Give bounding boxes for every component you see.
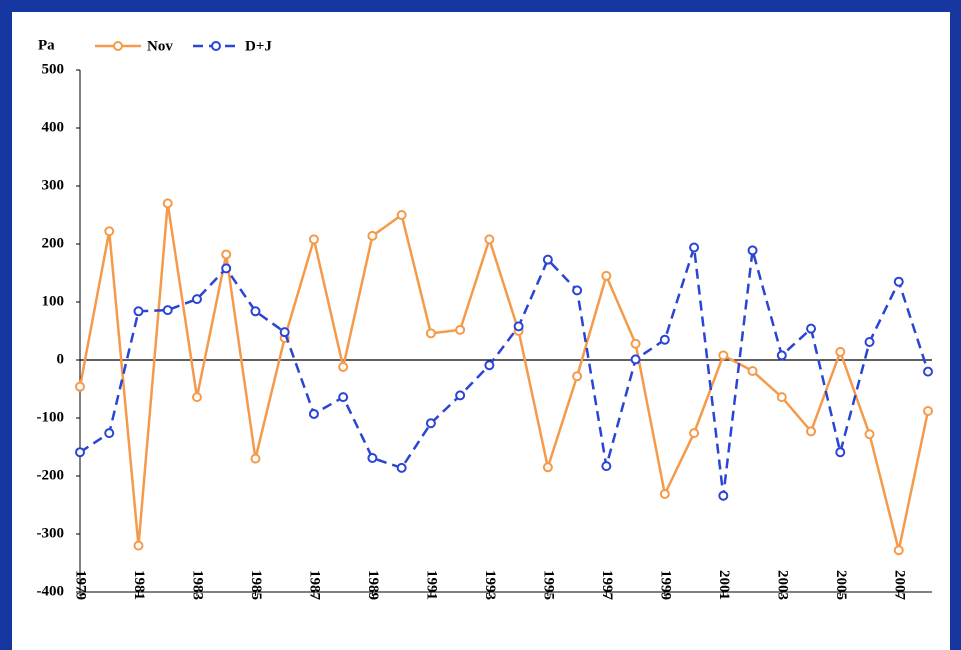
y-tick-label: -400 bbox=[37, 583, 65, 599]
point bbox=[104, 428, 115, 439]
point bbox=[396, 210, 407, 220]
x-tick-label: 1997 bbox=[599, 570, 615, 601]
legend-label: D+J bbox=[245, 38, 272, 54]
point bbox=[718, 350, 729, 361]
y-tick-label: -300 bbox=[37, 525, 65, 541]
point bbox=[776, 350, 787, 361]
point bbox=[630, 354, 641, 365]
point bbox=[104, 226, 115, 237]
y-tick-label: 400 bbox=[42, 119, 65, 135]
point bbox=[513, 321, 524, 332]
y-tick-label: 500 bbox=[42, 61, 65, 77]
point bbox=[250, 453, 261, 464]
point bbox=[923, 366, 933, 377]
x-tick-label: 2003 bbox=[774, 570, 790, 600]
x-tick-label: 1985 bbox=[248, 570, 264, 600]
y-tick-label: -100 bbox=[37, 409, 65, 425]
x-tick-label: 1983 bbox=[190, 570, 206, 600]
point bbox=[425, 418, 436, 429]
point bbox=[308, 408, 319, 419]
point bbox=[162, 198, 173, 209]
point bbox=[893, 276, 904, 287]
point bbox=[542, 254, 553, 265]
point bbox=[806, 426, 817, 437]
point bbox=[835, 447, 846, 458]
plot-background bbox=[12, 12, 950, 650]
point bbox=[308, 234, 319, 245]
y-tick-label: 200 bbox=[42, 235, 65, 251]
x-tick-label: 1989 bbox=[365, 570, 381, 600]
point bbox=[864, 429, 875, 440]
series-line bbox=[78, 203, 930, 551]
point bbox=[279, 327, 290, 338]
point bbox=[75, 381, 85, 392]
x-tick-label: 1995 bbox=[540, 570, 556, 600]
x-tick-label: 2001 bbox=[716, 570, 732, 600]
point bbox=[806, 323, 817, 334]
x-tick-label: 1993 bbox=[482, 570, 498, 600]
point bbox=[338, 392, 349, 403]
x-tick-label: 1991 bbox=[423, 570, 439, 600]
point bbox=[221, 249, 232, 260]
legend-marker bbox=[113, 41, 123, 51]
point bbox=[191, 392, 202, 403]
point bbox=[747, 245, 758, 256]
point bbox=[893, 545, 904, 556]
point bbox=[659, 488, 670, 499]
x-tick-label: 2005 bbox=[833, 570, 849, 600]
series-line bbox=[79, 247, 930, 496]
y-axis-label: Pa bbox=[38, 37, 55, 53]
point bbox=[864, 337, 875, 348]
x-tick-label: 2007 bbox=[891, 570, 907, 601]
y-tick-label: -200 bbox=[37, 467, 65, 483]
point bbox=[601, 270, 612, 281]
point bbox=[542, 462, 553, 473]
point bbox=[455, 324, 466, 335]
point bbox=[923, 406, 933, 417]
point bbox=[162, 305, 173, 316]
point bbox=[455, 390, 466, 401]
point bbox=[718, 490, 729, 501]
point bbox=[75, 447, 85, 458]
point bbox=[396, 462, 407, 473]
point bbox=[484, 234, 495, 245]
point bbox=[133, 306, 144, 317]
point bbox=[250, 306, 261, 317]
y-tick-label: 0 bbox=[57, 351, 65, 367]
point bbox=[572, 285, 583, 296]
point bbox=[659, 334, 670, 345]
point bbox=[689, 428, 700, 439]
y-tick-label: 100 bbox=[42, 293, 65, 309]
x-tick-label: 1981 bbox=[131, 570, 147, 600]
point bbox=[484, 360, 495, 371]
legend-label: Nov bbox=[147, 38, 173, 54]
point bbox=[191, 294, 202, 305]
point bbox=[221, 263, 232, 274]
point bbox=[367, 230, 378, 241]
point bbox=[367, 453, 378, 464]
x-tick-label: 1999 bbox=[657, 570, 673, 600]
x-tick-label: 1979 bbox=[73, 570, 89, 600]
point bbox=[425, 328, 436, 339]
point bbox=[338, 361, 349, 372]
point bbox=[776, 392, 787, 403]
point bbox=[572, 371, 583, 382]
point bbox=[601, 461, 612, 472]
point bbox=[630, 338, 641, 349]
point bbox=[689, 242, 700, 253]
point bbox=[133, 540, 144, 551]
x-tick-label: 1987 bbox=[306, 570, 322, 601]
y-tick-label: 300 bbox=[42, 177, 65, 193]
point bbox=[835, 346, 846, 357]
point bbox=[747, 366, 758, 377]
legend-marker bbox=[211, 41, 221, 51]
